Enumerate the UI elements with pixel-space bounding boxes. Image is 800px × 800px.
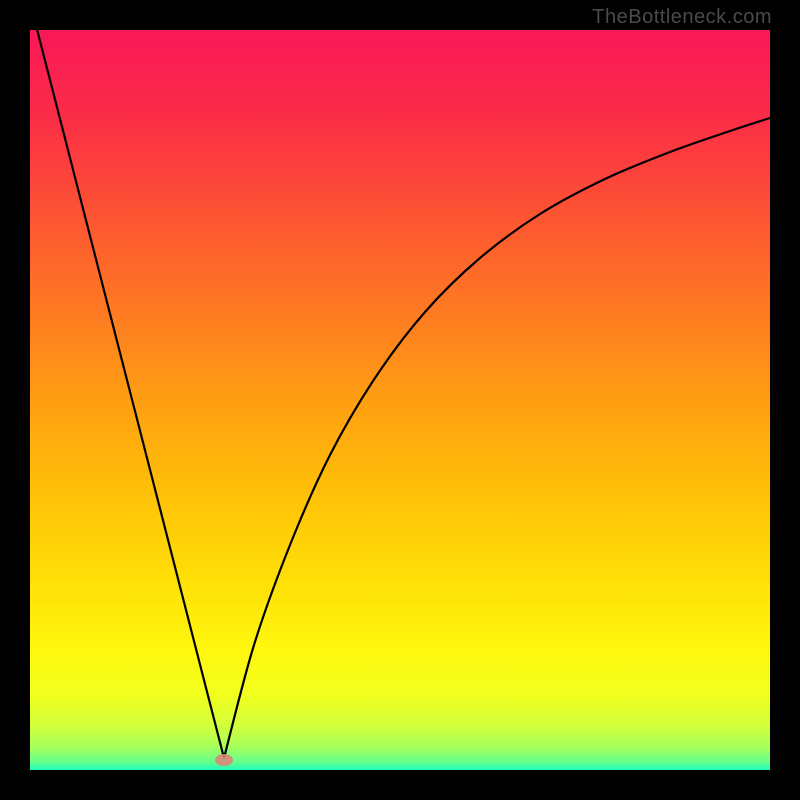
bottleneck-chart: TheBottleneck.com xyxy=(0,0,800,800)
watermark-text: TheBottleneck.com xyxy=(592,6,772,29)
plot-area xyxy=(30,30,770,770)
